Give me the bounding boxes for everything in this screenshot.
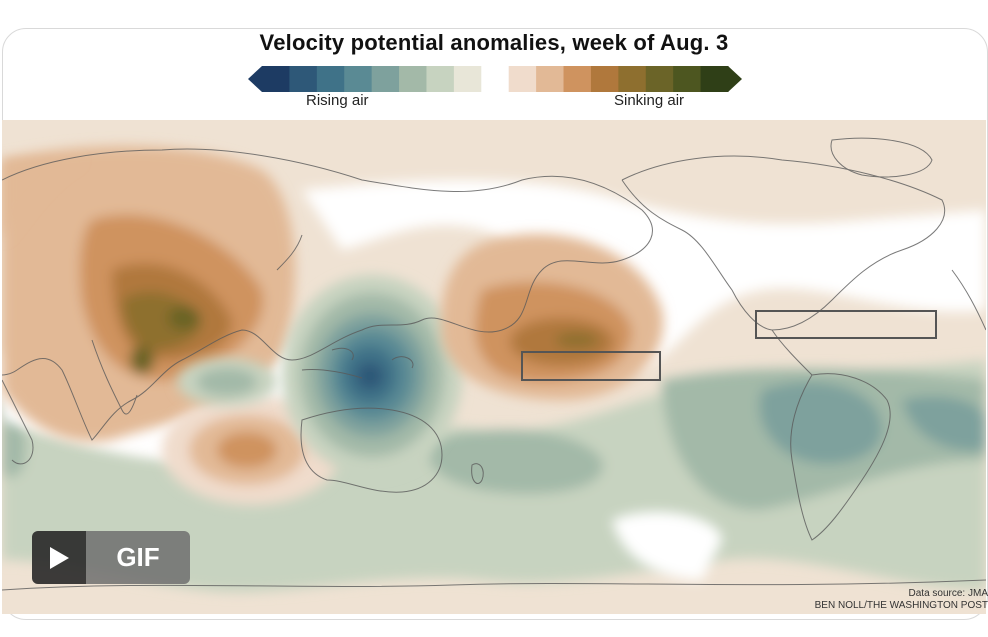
legend-swatch xyxy=(508,66,537,92)
legend-swatch xyxy=(344,66,373,92)
gif-play-button[interactable]: GIF xyxy=(32,531,190,584)
color-legend xyxy=(248,66,742,92)
legend-swatch xyxy=(590,66,619,92)
legend-swatch xyxy=(673,66,702,92)
legend-swatch xyxy=(371,66,400,92)
caribbean-box xyxy=(755,310,937,339)
legend-swatch xyxy=(536,66,565,92)
legend-rising-label: Rising air xyxy=(306,92,369,109)
legend-swatch xyxy=(700,66,729,92)
gif-label: GIF xyxy=(86,531,190,584)
legend-sinking-label: Sinking air xyxy=(614,92,685,109)
legend-arrow-left xyxy=(248,66,262,92)
legend-swatch xyxy=(289,66,318,92)
legend-swatch xyxy=(618,66,647,92)
legend-arrow-right xyxy=(728,66,742,92)
byline: BEN NOLL/THE WASHINGTON POST xyxy=(814,600,988,611)
central-pacific-box xyxy=(521,351,661,381)
legend-swatch xyxy=(645,66,674,92)
figure-title: Velocity potential anomalies, week of Au… xyxy=(259,30,729,55)
legend-swatch xyxy=(399,66,427,92)
legend-swatch xyxy=(426,66,455,92)
legend-swatch xyxy=(453,66,482,92)
legend-swatch xyxy=(481,66,510,92)
play-icon xyxy=(32,531,86,584)
legend-swatch xyxy=(563,66,592,92)
legend-swatch xyxy=(316,66,345,92)
legend-swatch xyxy=(262,66,290,92)
credits: Data source: JMA BEN NOLL/THE WASHINGTON… xyxy=(815,588,988,612)
data-source: Data source: JMA xyxy=(908,588,988,599)
